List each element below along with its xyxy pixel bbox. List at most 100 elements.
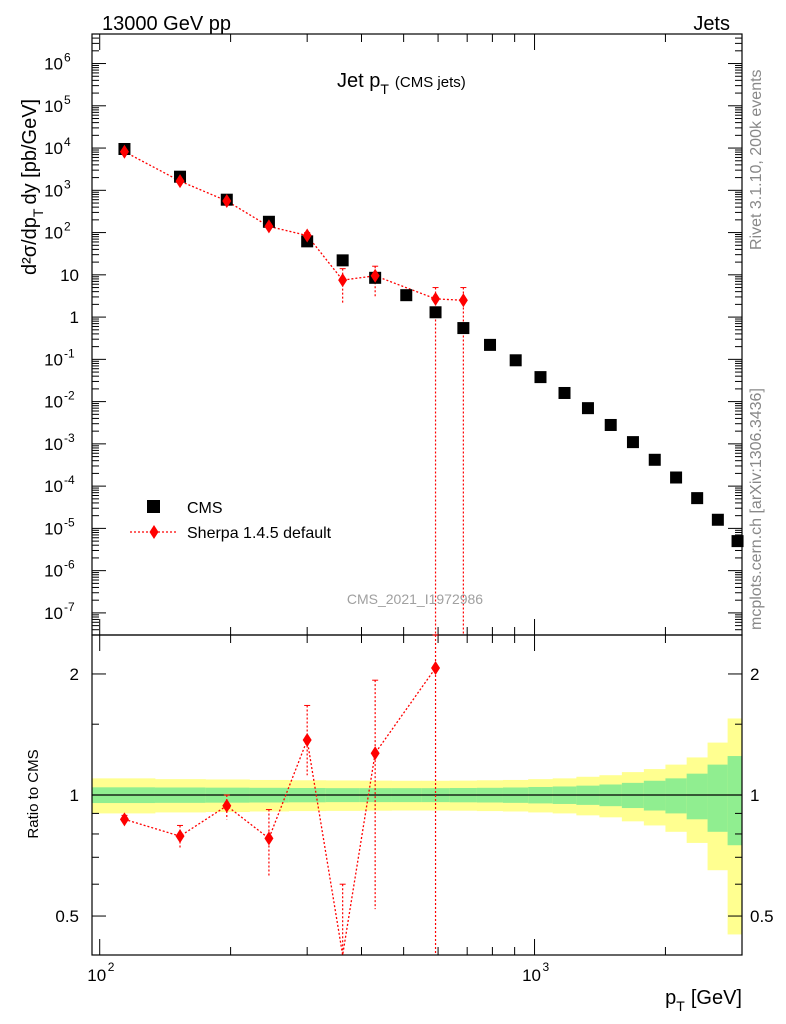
mc-point bbox=[175, 174, 185, 189]
main-y-tick-label: 10 bbox=[44, 393, 63, 412]
x-tick-exponent: 2 bbox=[108, 960, 115, 974]
legend-data-label: CMS bbox=[187, 500, 223, 517]
band-inner-segment bbox=[707, 764, 729, 832]
mc-point bbox=[222, 193, 232, 208]
data-point bbox=[731, 535, 744, 548]
main-plot-marks bbox=[118, 142, 744, 635]
main-y-tick-exponent: 6 bbox=[64, 51, 71, 65]
ratio-y-tick-label-left: 0.5 bbox=[55, 907, 79, 926]
ratio-mc-point bbox=[370, 746, 380, 761]
band-inner-segment bbox=[727, 756, 743, 846]
mc-point bbox=[458, 293, 468, 308]
ratio-mc-point bbox=[302, 733, 312, 748]
ratio-y-axis-label: Ratio to CMS bbox=[25, 749, 42, 838]
main-y-tick-label: 10 bbox=[44, 477, 63, 496]
data-point bbox=[484, 338, 497, 351]
mc-point bbox=[264, 219, 274, 234]
band-inner-segment bbox=[686, 773, 708, 820]
main-y-tick-label: 10 bbox=[44, 139, 63, 158]
data-point bbox=[509, 354, 522, 367]
ratio-y-tick-label-left: 2 bbox=[70, 665, 79, 684]
y-axis-label-sub: T bbox=[30, 208, 46, 217]
side-label-bottom: mcplots.cern.ch [arXiv:1306.3436] bbox=[748, 388, 765, 630]
main-y-tick-label: 10 bbox=[44, 97, 63, 116]
main-y-tick-label: 10 bbox=[44, 350, 63, 369]
plot-title-main: Jet p bbox=[337, 70, 380, 92]
ratio-mc-point bbox=[264, 831, 274, 846]
x-axis-label-sub: T bbox=[676, 998, 685, 1014]
x-axis-label-main: p bbox=[665, 987, 676, 1009]
ratio-y-tick-label-right: 1 bbox=[750, 786, 759, 805]
data-point bbox=[670, 471, 683, 484]
main-y-tick-label: 10 bbox=[44, 435, 63, 454]
axis-ticks bbox=[92, 33, 743, 955]
data-point bbox=[604, 418, 617, 431]
ratio-plot-marks bbox=[119, 634, 441, 956]
ratio-mc-point bbox=[175, 829, 185, 844]
x-tick-exponent: 3 bbox=[543, 960, 550, 974]
mc-point bbox=[119, 144, 129, 159]
mc-point bbox=[302, 228, 312, 243]
x-tick-label: 10 bbox=[87, 966, 106, 985]
side-label-top: Rivet 3.1.10, 200k events bbox=[748, 69, 765, 250]
y-axis-label: d²σ/dpTdy [pb/GeV] bbox=[19, 99, 46, 275]
main-y-tick-label: 10 bbox=[44, 562, 63, 581]
data-point bbox=[429, 306, 442, 319]
plot-title-sub: T bbox=[380, 81, 389, 97]
ratio-mc-line bbox=[124, 667, 437, 956]
y-axis-label-tail: dy [pb/GeV] bbox=[19, 99, 41, 205]
ratio-y-tick-labels: 0.5 0.5 1 1 2 2 bbox=[55, 665, 773, 926]
legend-mc-marker bbox=[149, 525, 159, 539]
x-axis-label: pT [GeV] bbox=[665, 987, 742, 1014]
main-y-tick-label: 10 bbox=[44, 519, 63, 538]
data-point bbox=[711, 513, 724, 526]
header-left: 13000 GeV pp bbox=[102, 13, 231, 35]
main-y-tick-exponent: -5 bbox=[64, 515, 75, 529]
band-inner-segment bbox=[665, 778, 688, 814]
ratio-plot-frame bbox=[91, 634, 743, 956]
band-inner-segment bbox=[643, 780, 666, 811]
x-axis-label-tail: [GeV] bbox=[691, 987, 742, 1009]
main-y-tick-label: 10 bbox=[44, 181, 63, 200]
main-y-tick-exponent: -7 bbox=[64, 600, 75, 614]
ratio-y-tick-label-right: 0.5 bbox=[750, 907, 774, 926]
main-y-tick-exponent: 5 bbox=[64, 93, 71, 107]
data-point bbox=[691, 492, 704, 505]
legend: CMS Sherpa 1.4.5 default bbox=[130, 500, 332, 542]
main-y-tick-exponent: -4 bbox=[64, 473, 75, 487]
main-y-tick-exponent: 2 bbox=[64, 220, 71, 234]
main-y-tick-label: 1 bbox=[70, 308, 79, 327]
main-y-tick-exponent: 4 bbox=[64, 135, 71, 149]
ratio-uncertainty-bands bbox=[92, 718, 743, 935]
plot-title-paren: (CMS jets) bbox=[395, 74, 466, 91]
main-y-tick-exponent: 3 bbox=[64, 177, 71, 191]
legend-mc-label: Sherpa 1.4.5 default bbox=[187, 525, 332, 542]
main-y-tick-exponent: -2 bbox=[64, 389, 75, 403]
main-y-tick-exponent: -1 bbox=[64, 346, 75, 360]
main-y-tick-label: 10 bbox=[44, 55, 63, 74]
data-point bbox=[336, 254, 349, 267]
main-y-tick-exponent: -3 bbox=[64, 431, 75, 445]
main-y-tick-label: 10 bbox=[44, 224, 63, 243]
plot-title: Jet pT (CMS jets) bbox=[337, 70, 466, 97]
data-point bbox=[558, 386, 571, 399]
header-right: Jets bbox=[693, 13, 730, 35]
data-point bbox=[626, 436, 639, 449]
ratio-y-tick-label-right: 2 bbox=[750, 665, 759, 684]
ratio-y-tick-label-left: 1 bbox=[70, 786, 79, 805]
mc-point bbox=[431, 291, 441, 306]
ratio-mc-point bbox=[119, 812, 129, 827]
data-point bbox=[648, 453, 661, 466]
y-axis-label-main: d²σ/dp bbox=[19, 217, 41, 275]
main-y-tick-label: 10 bbox=[60, 266, 79, 285]
x-tick-labels: 10 2 10 3 bbox=[87, 960, 549, 985]
ratio-mc-point bbox=[431, 660, 441, 675]
ratio-mc-point bbox=[222, 798, 232, 813]
main-y-tick-exponent: -6 bbox=[64, 558, 75, 572]
mc-point bbox=[338, 273, 348, 288]
data-point bbox=[400, 289, 413, 302]
data-point bbox=[457, 322, 470, 335]
main-plot-frame bbox=[91, 33, 743, 636]
